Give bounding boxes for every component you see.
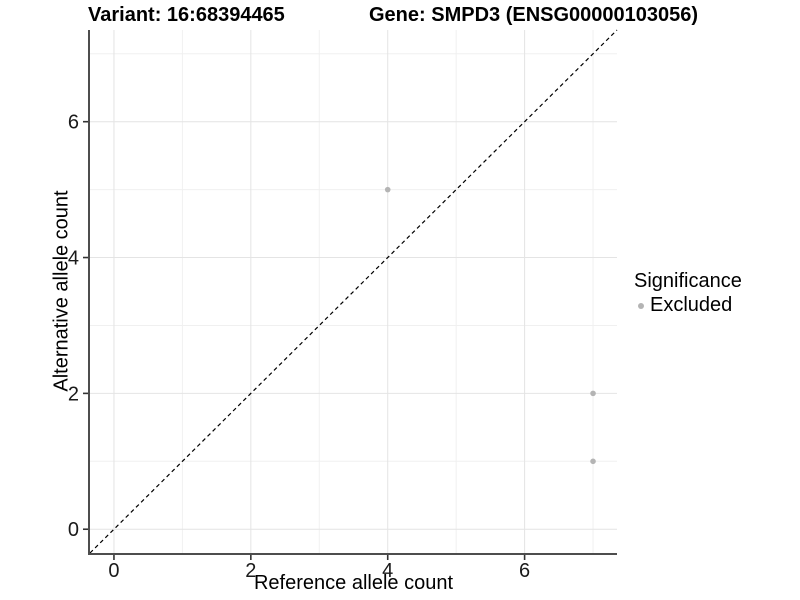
legend: Significance Excluded <box>634 270 742 317</box>
variant-title: Variant: 16:68394465 <box>88 4 285 26</box>
y-tick-label: 2 <box>68 383 79 405</box>
x-axis-label: Reference allele count <box>253 572 453 594</box>
excluded-point-icon <box>638 302 644 309</box>
x-tick-label: 4 <box>382 560 393 582</box>
data-point <box>384 186 391 193</box>
identity-line <box>89 29 618 554</box>
x-tick-label: 6 <box>519 560 530 582</box>
y-axis-label: Alternative allele count <box>50 190 73 392</box>
data-point <box>590 390 596 397</box>
legend-item-label: Excluded <box>650 294 733 316</box>
y-tick-label: 6 <box>68 112 79 134</box>
y-tick-label: 0 <box>68 519 79 541</box>
legend-item-excluded: Excluded <box>634 294 742 317</box>
x-tick-label: 0 <box>108 560 119 582</box>
gene-title: Gene: SMPD3 (ENSG00000103056) <box>369 4 699 26</box>
legend-title: Significance <box>634 270 742 292</box>
plot-panel: 0 2 4 6 0 2 4 6 <box>68 29 618 582</box>
y-tick-label: 4 <box>68 248 79 270</box>
data-point <box>590 458 596 465</box>
x-tick-label: 2 <box>245 560 256 582</box>
